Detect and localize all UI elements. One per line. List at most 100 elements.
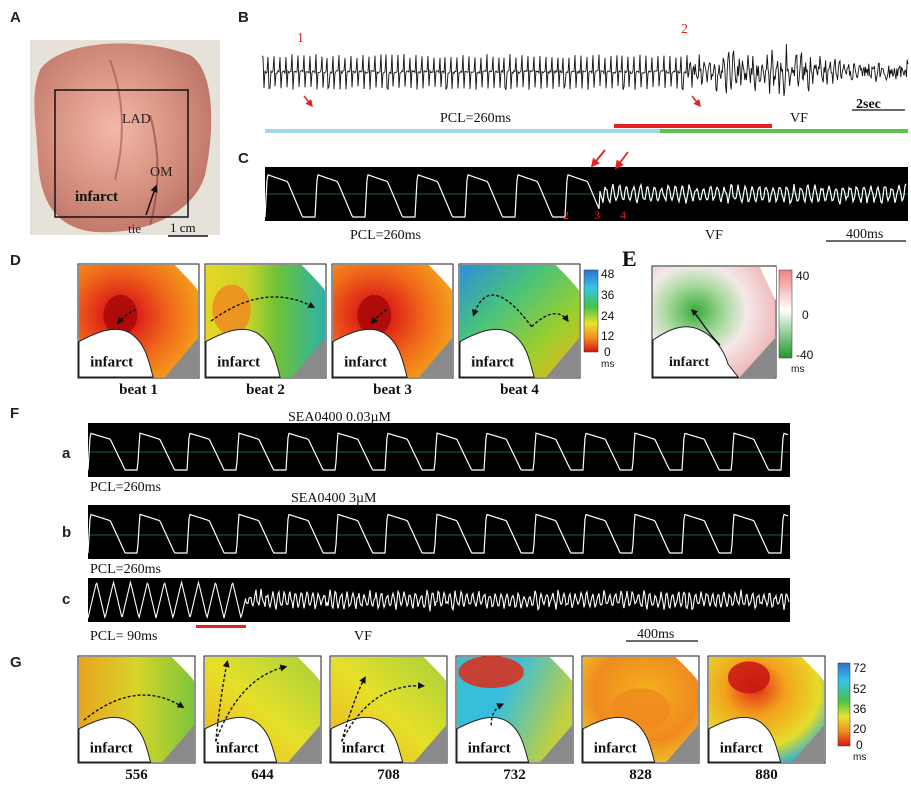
beat-map-0-caption: beat 1: [119, 382, 158, 398]
panel-g-label: G: [10, 654, 22, 671]
marker-2: 2: [681, 22, 688, 37]
cbar-d-unit: ms: [601, 359, 614, 370]
cbar-g-tick-3: 20: [853, 722, 867, 736]
vf-label-c: VF: [705, 228, 723, 243]
beat-map-1-hotspot: [212, 284, 251, 335]
colorbar-d: [583, 269, 599, 353]
marker-1-arrow: [303, 95, 313, 108]
panel-g: G infarct 556 infarct 644 infarct 708 infarct 7…: [10, 654, 867, 783]
g-map-0-grey-corner: [162, 725, 194, 762]
arrow-c-1: [590, 149, 606, 168]
g-map-1-caption: 644: [251, 767, 274, 783]
f-row-a-title: SEA0400 0.03µM: [288, 410, 392, 425]
g-map-3-hotspot: [458, 656, 524, 689]
cbar-g-unit: ms: [853, 752, 866, 763]
f-row-b-pcl: PCL=260ms: [90, 562, 161, 577]
beat-map-2-grey-corner: [419, 338, 452, 377]
g-map-1-grey-corner: [288, 725, 320, 762]
beat-map-3: infarct beat 4: [458, 263, 581, 398]
trace-fa-background: [88, 423, 790, 477]
pacing-bar: [265, 129, 695, 133]
panel-b: B 1 2 2sec PCL=260ms VF: [238, 9, 909, 133]
beat-map-0-grey-corner: [165, 338, 198, 377]
cbar-e-tick-0: 40: [796, 269, 810, 283]
panel-b-label: B: [238, 9, 249, 26]
beat-map-1-infarct-label: infarct: [217, 355, 260, 371]
beat-map-3-grey-corner: [546, 338, 579, 377]
g-map-2-infarct-region: [330, 716, 404, 763]
panel-a: A LAD OM infarct tie 1 cm: [10, 9, 220, 237]
transition-bar: [614, 124, 772, 128]
g-map-0: infarct 556: [77, 655, 196, 783]
g-map-4-infarct-label: infarct: [594, 740, 637, 756]
map-e-arrow: [691, 309, 721, 346]
g-map-5-caption: 880: [755, 767, 778, 783]
cbar-g-tick-2: 36: [853, 702, 867, 716]
panel-e-label: E: [622, 246, 637, 271]
cbar-g-tick-1: 52: [853, 682, 867, 696]
g-map-3-infarct-region: [456, 716, 530, 763]
trace-fc-background: [88, 578, 790, 622]
pcl-label-b: PCL=260ms: [440, 111, 511, 126]
g-map-5-infarct-region: [708, 716, 782, 763]
g-map-4-grey-corner: [666, 725, 698, 762]
panel-d: D infarct beat 1 infarct beat 2 infarct beat …: [10, 252, 615, 398]
beat-map-0: infarct beat 1: [77, 263, 200, 398]
arrow-c-2: [614, 151, 629, 170]
beat-map-3-propagation-arrow-0: [472, 294, 533, 328]
beat-map-1-infarct-region: [205, 328, 281, 378]
panel-c: C 2 3 4 PCL=260ms VF 400ms: [238, 149, 908, 243]
panel-c-label: C: [238, 150, 249, 167]
g-map-5-hotspot: [727, 661, 771, 694]
map-e-corner: [760, 267, 776, 300]
beat-map-0-propagation-arrow-0: [117, 308, 137, 325]
g-map-3-infarct-label: infarct: [468, 740, 511, 756]
f-row-c-pcl: PCL= 90ms: [90, 629, 157, 644]
f-row-a-label: a: [62, 445, 71, 462]
g-map-3: infarct 732: [455, 655, 574, 783]
beat-map-2: infarct beat 3: [331, 263, 454, 398]
g-map-1-infarct-region: [204, 716, 278, 763]
scale-label-b: 2sec: [856, 97, 881, 112]
panel-f-label: F: [10, 405, 19, 422]
g-map-5: infarct 880: [707, 655, 826, 783]
panel-f: F SEA0400 0.03µM a PCL=260ms SEA0400 3µM…: [10, 405, 790, 644]
beat-map-2-infarct-label: infarct: [344, 355, 387, 371]
scale-label-f: 400ms: [637, 627, 674, 642]
g-map-2-caption: 708: [377, 767, 400, 783]
cbar-g-tick-4: 0: [856, 738, 863, 752]
cbar-e-tick-2: -40: [796, 348, 814, 362]
g-map-4-caption: 828: [629, 767, 652, 783]
beat-map-0-hotspot: [103, 294, 138, 336]
vessel-lad: [109, 59, 123, 181]
marker-c-4: 4: [620, 208, 626, 222]
scale-label-c: 400ms: [846, 227, 883, 242]
vf-label-b: VF: [790, 111, 808, 126]
panel-d-label: D: [10, 252, 21, 269]
g-map-4-infarct-region: [582, 716, 656, 763]
pcl-label-c: PCL=260ms: [350, 228, 421, 243]
f-row-c-label: c: [62, 591, 70, 608]
cbar-d-tick-4: 0: [604, 345, 611, 359]
cbar-d-tick-2: 24: [601, 309, 615, 323]
f-row-c-pacing-bar: [196, 625, 246, 628]
beat-map-2-caption: beat 3: [373, 382, 412, 398]
g-map-3-propagation-arrow-0: [490, 703, 505, 726]
beat-map-2-infarct-region: [332, 328, 408, 378]
cbar-g-tick-0: 72: [853, 661, 867, 675]
optical-trace-c: [264, 174, 907, 218]
infarct-label: infarct: [75, 189, 118, 205]
beat-map-1: infarct beat 2: [204, 263, 327, 398]
g-map-2-propagation-arrow-1: [341, 676, 366, 742]
g-map-3-caption: 732: [503, 767, 526, 783]
lad-label: LAD: [122, 112, 151, 127]
g-map-1-propagation-arrow-0: [215, 664, 288, 742]
om-label: OM: [150, 165, 173, 180]
g-map-2-grey-corner: [414, 725, 446, 762]
panel-e: E infarct 40 0 -40 ms: [622, 246, 814, 379]
beat-map-2-propagation-arrow-0: [371, 309, 387, 325]
activation-maps-g: infarct 556 infarct 644 infarct 708 infarct 732…: [77, 655, 826, 783]
g-map-5-grey-corner: [792, 725, 824, 762]
optical-trace-fa: [87, 432, 789, 471]
